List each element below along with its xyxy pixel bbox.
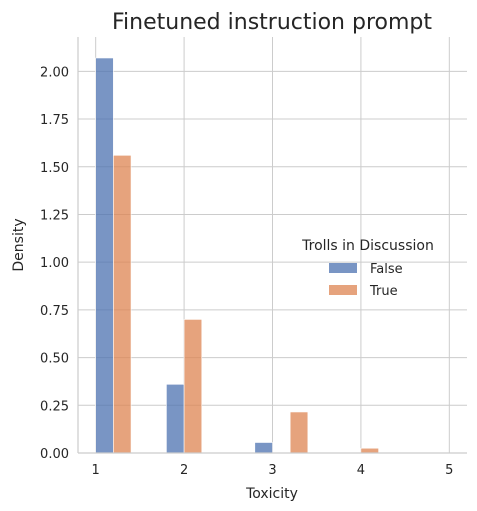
y-tick-label: 0.25 [40,399,69,414]
y-tick-label: 1.25 [40,208,69,223]
y-tick-label: 0.75 [40,304,69,319]
x-tick-label: 3 [268,463,276,478]
legend-swatch-false [329,263,357,273]
chart-title: Finetuned instruction prompt [112,10,432,35]
y-tick-label: 1.50 [40,161,69,176]
x-tick-label: 1 [92,463,100,478]
x-tick-label: 4 [357,463,365,478]
bar-false-2 [254,442,273,454]
legend-label-true: True [369,284,398,299]
bar-false-0 [95,57,114,454]
y-tick-label: 0.00 [40,447,69,462]
tick-labels: 0.00 0.25 0.50 0.75 1.00 1.25 1.50 1.75 2.00 1 2 3 4… [40,65,453,478]
bar-false-1 [166,384,185,454]
legend-swatch-true [329,285,357,295]
legend-label-false: False [370,262,403,277]
bars [95,57,379,454]
bar-true-0 [113,155,132,454]
bar-true-2 [289,411,309,454]
y-axis-label: Density [11,218,27,271]
axes [77,37,467,454]
x-tick-label: 5 [445,463,453,478]
legend-title: Trolls in Discussion [301,238,434,254]
y-tick-label: 0.50 [40,352,69,367]
x-axis-label: Toxicity [245,486,298,502]
legend: Trolls in Discussion False True [301,238,434,299]
y-tick-label: 1.00 [40,256,69,271]
y-tick-label: 2.00 [40,65,69,80]
bar-true-3 [360,447,379,454]
x-tick-label: 2 [180,463,188,478]
grid [78,37,467,454]
y-tick-label: 1.75 [40,113,69,128]
bar-true-1 [183,319,203,454]
